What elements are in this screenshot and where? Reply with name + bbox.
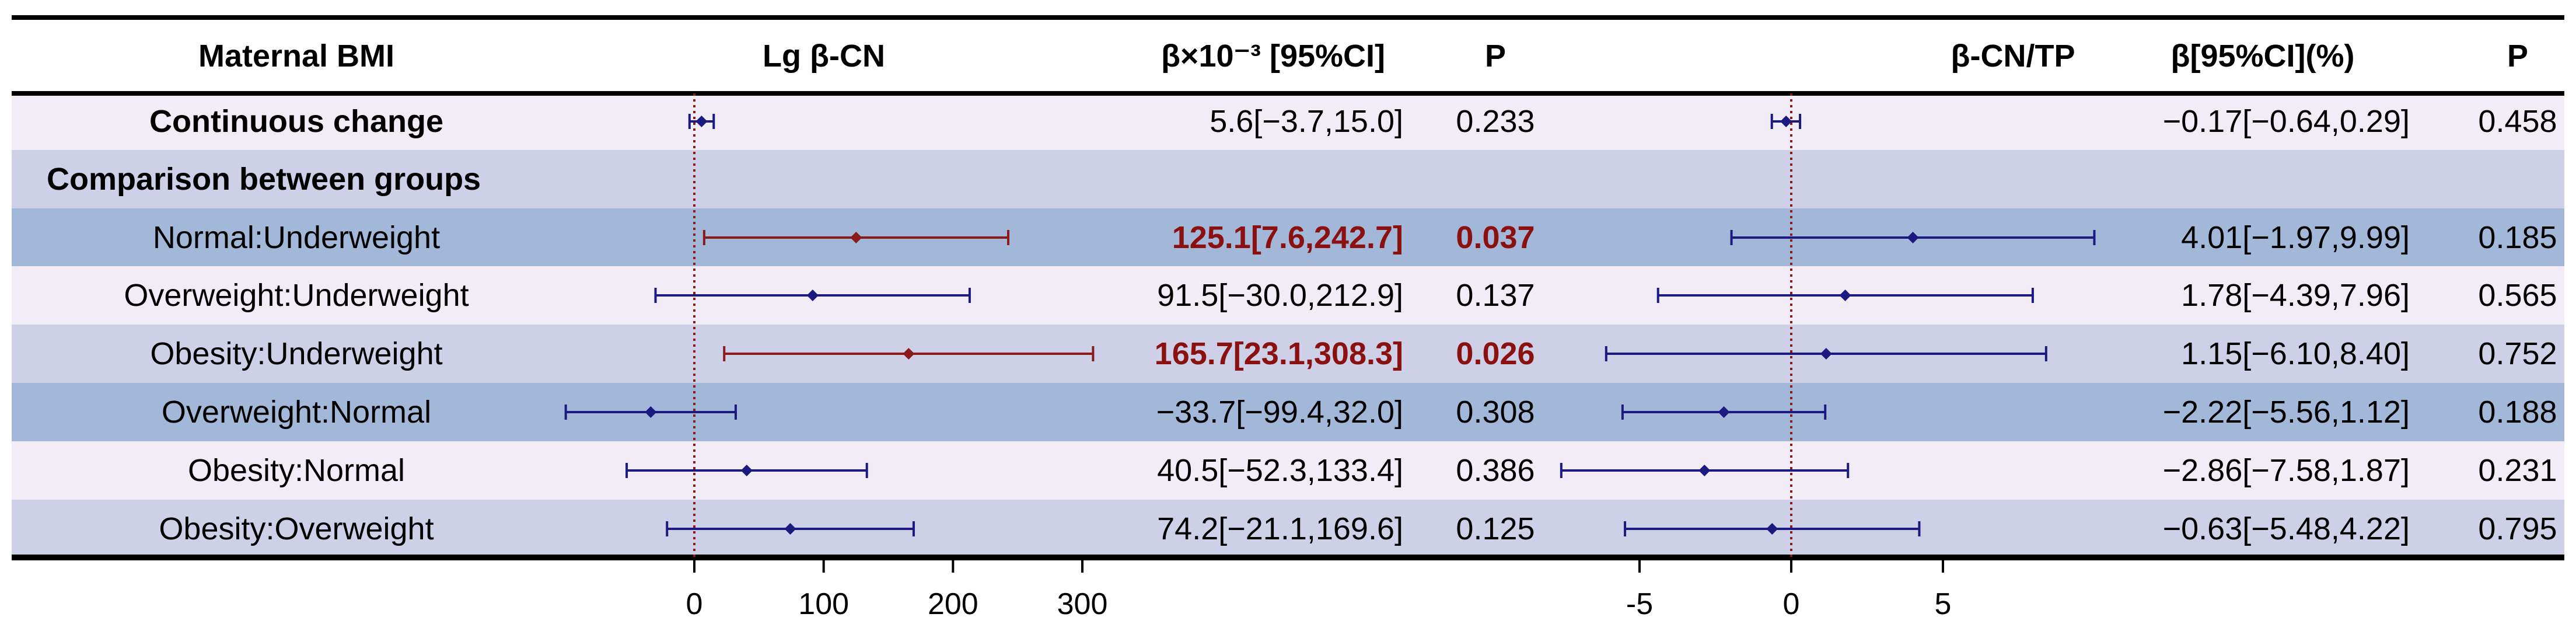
- row-band: [12, 325, 2564, 383]
- ratio-p-value: 0.231: [2478, 453, 2557, 488]
- lg-estimate: 74.2[−21.1,169.6]: [1157, 511, 1403, 546]
- lg-axis-tick-label: 200: [928, 587, 978, 621]
- ratio-point: [1718, 406, 1730, 418]
- lg-p-value: 0.137: [1456, 278, 1535, 313]
- ratio-point: [1698, 465, 1711, 476]
- row-label: Continuous change: [149, 104, 443, 139]
- lg-estimate: −33.7[−99.4,32.0]: [1156, 395, 1403, 430]
- lg-p-value: 0.386: [1456, 453, 1535, 488]
- lg-point: [850, 232, 862, 243]
- ratio-p-value: 0.565: [2478, 278, 2557, 313]
- lg-p-value: 0.026: [1456, 336, 1535, 371]
- ratio-estimate: −2.86[−7.58,1.87]: [2163, 453, 2410, 488]
- lg-axis-tick-label: 100: [798, 587, 849, 621]
- ratio-estimate: −2.22[−5.56,1.12]: [2163, 395, 2410, 430]
- section-label: Comparison between groups: [47, 162, 481, 197]
- row-label: Obesity:Underweight: [150, 336, 442, 371]
- row-label: Normal:Underweight: [153, 220, 440, 255]
- lg-point: [806, 290, 819, 301]
- ratio-point: [1839, 290, 1851, 301]
- ratio-axis-tick-label: 5: [1935, 587, 1952, 621]
- lg-estimate: 125.1[7.6,242.7]: [1172, 220, 1403, 255]
- lg-point: [903, 348, 915, 360]
- row-label: Overweight:Normal: [162, 395, 431, 430]
- ratio-p-value: 0.752: [2478, 336, 2557, 371]
- lg-point: [784, 523, 796, 535]
- lg-axis-tick-label: 300: [1057, 587, 1108, 621]
- ratio-point: [1820, 348, 1832, 360]
- header-maternal-bmi: Maternal BMI: [198, 39, 394, 74]
- ratio-point: [1907, 232, 1919, 243]
- ratio-estimate: −0.63[−5.48,4.22]: [2163, 511, 2410, 546]
- ratio-estimate: 1.78[−4.39,7.96]: [2181, 278, 2410, 313]
- ratio-p-value: 0.795: [2478, 511, 2557, 546]
- row-label: Obesity:Overweight: [159, 511, 434, 546]
- ratio-point: [1766, 523, 1778, 535]
- header-est-1: β×10⁻³ [95%CI]: [1161, 39, 1385, 74]
- lg-estimate: 91.5[−30.0,212.9]: [1157, 278, 1403, 313]
- lg-estimate: 165.7[23.1,308.3]: [1155, 336, 1403, 371]
- ratio-p-value: 0.458: [2478, 104, 2557, 139]
- row-label: Obesity:Normal: [188, 453, 405, 488]
- ratio-point: [1780, 116, 1792, 127]
- ratio-p-value: 0.185: [2478, 220, 2557, 255]
- section-band: [12, 150, 2564, 208]
- ratio-estimate: 4.01[−1.97,9.99]: [2181, 220, 2410, 255]
- row-band: [12, 441, 2564, 500]
- lg-axis-tick-label: 0: [686, 587, 703, 621]
- row-label: Overweight:Underweight: [124, 278, 469, 313]
- header-est-2: β[95%CI](%): [2171, 39, 2355, 74]
- ratio-p-value: 0.188: [2478, 395, 2557, 430]
- header-p-2: P: [2507, 39, 2528, 74]
- lg-point: [695, 116, 708, 127]
- row-band: [12, 500, 2564, 558]
- header-lg-beta-cn: Lg β-CN: [763, 39, 885, 74]
- row-band: [12, 266, 2564, 325]
- ratio-axis-tick-label: -5: [1626, 587, 1653, 621]
- lg-estimate: 40.5[−52.3,133.4]: [1157, 453, 1403, 488]
- ratio-estimate: 1.15[−6.10,8.40]: [2181, 336, 2410, 371]
- row-band: [12, 208, 2564, 267]
- lg-point: [740, 465, 753, 476]
- lg-p-value: 0.037: [1456, 220, 1535, 255]
- lg-p-value: 0.125: [1456, 511, 1535, 546]
- row-band: [12, 383, 2564, 441]
- ratio-estimate: −0.17[−0.64,0.29]: [2163, 104, 2410, 139]
- ratio-axis-tick-label: 0: [1783, 587, 1800, 621]
- header-beta-cn-tp: β-CN/TP: [1951, 39, 2075, 74]
- lg-p-value: 0.233: [1456, 104, 1535, 139]
- header-p-1: P: [1485, 39, 1506, 74]
- lg-p-value: 0.308: [1456, 395, 1535, 430]
- lg-estimate: 5.6[−3.7,15.0]: [1210, 104, 1403, 139]
- row-band: [12, 92, 2564, 151]
- lg-point: [645, 406, 657, 418]
